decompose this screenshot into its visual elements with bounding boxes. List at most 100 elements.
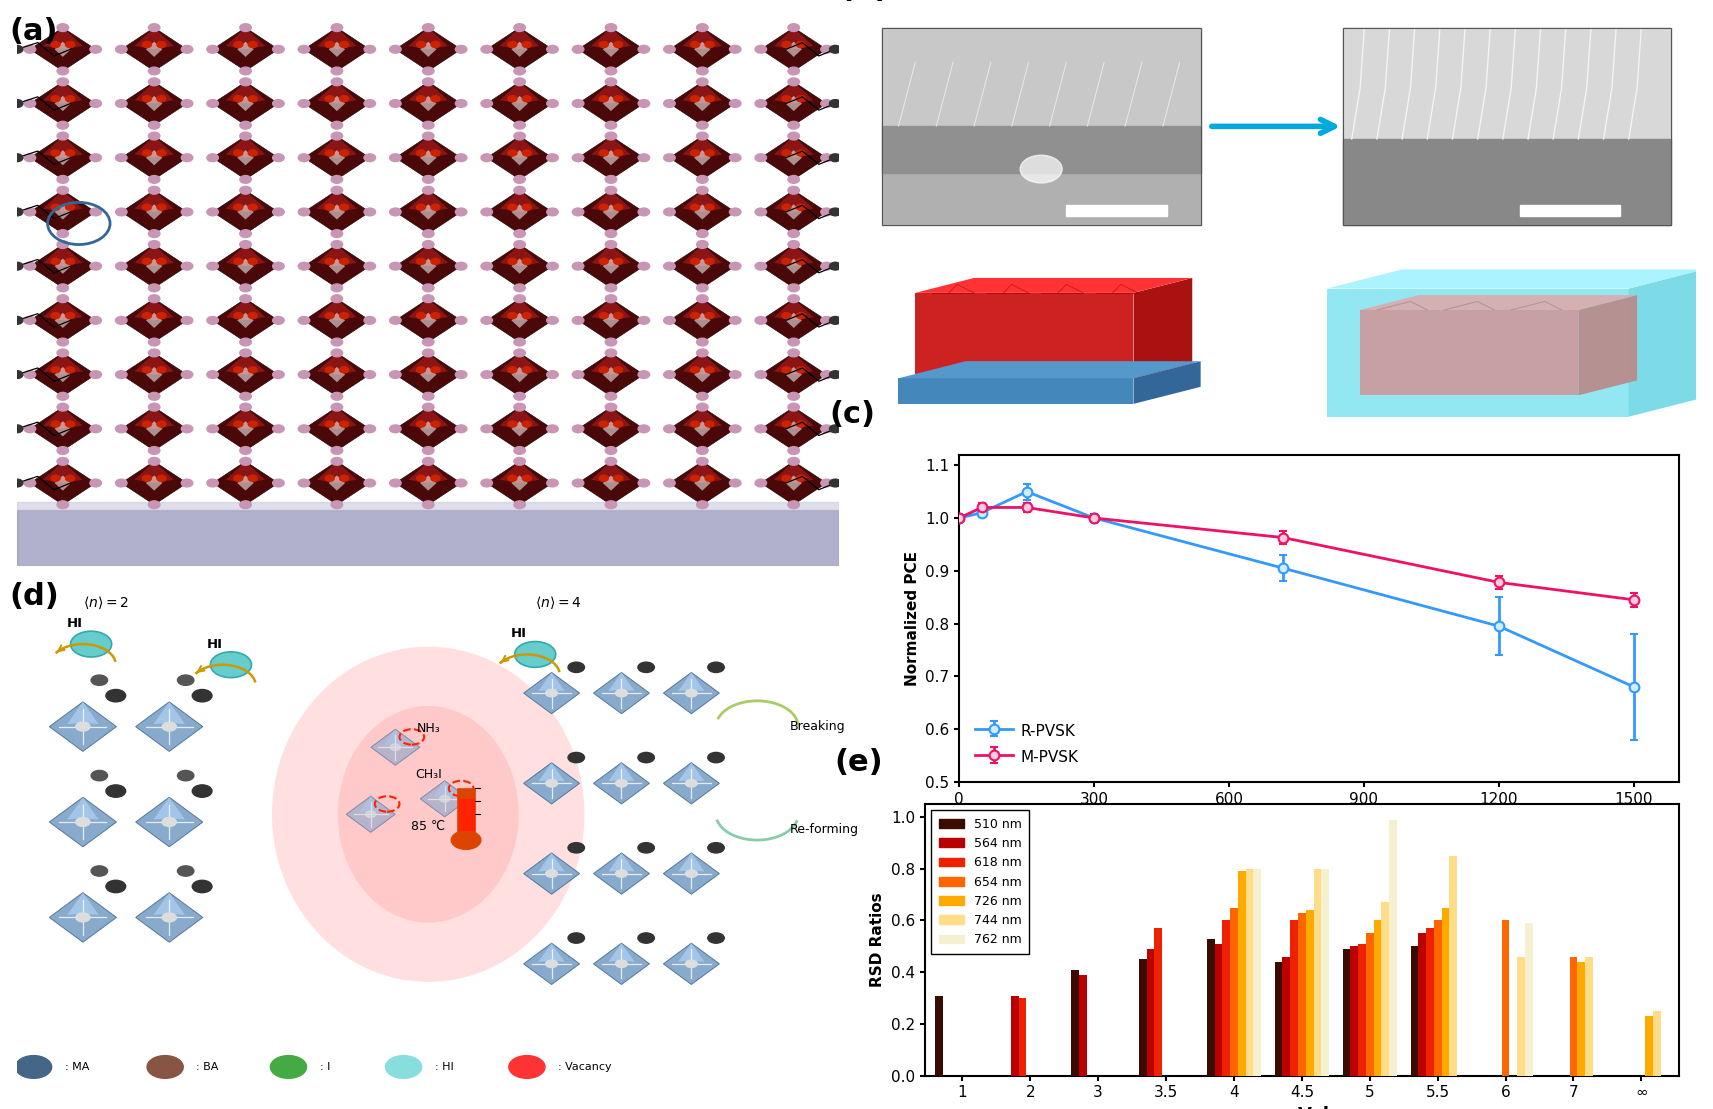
Circle shape	[240, 404, 252, 411]
Polygon shape	[122, 353, 187, 396]
Circle shape	[507, 95, 517, 102]
Circle shape	[106, 785, 125, 797]
Circle shape	[142, 150, 151, 156]
Circle shape	[339, 150, 349, 156]
Circle shape	[605, 501, 617, 509]
Circle shape	[605, 230, 617, 237]
Circle shape	[423, 78, 433, 85]
Circle shape	[788, 458, 800, 466]
Circle shape	[423, 230, 433, 237]
Polygon shape	[408, 244, 449, 266]
Circle shape	[416, 476, 425, 481]
Circle shape	[456, 154, 468, 162]
Circle shape	[423, 186, 433, 194]
Circle shape	[12, 370, 22, 378]
Circle shape	[389, 479, 401, 487]
Circle shape	[639, 425, 649, 433]
Circle shape	[546, 690, 557, 696]
Polygon shape	[50, 797, 116, 847]
Polygon shape	[29, 82, 96, 125]
Polygon shape	[694, 42, 711, 57]
Polygon shape	[678, 672, 704, 691]
Circle shape	[331, 121, 343, 129]
Polygon shape	[500, 136, 540, 157]
Circle shape	[207, 479, 218, 487]
Circle shape	[57, 132, 69, 140]
Circle shape	[272, 479, 284, 487]
Bar	[1442, 907, 1449, 1076]
Circle shape	[605, 295, 617, 303]
Polygon shape	[774, 191, 814, 212]
Polygon shape	[238, 204, 254, 220]
Polygon shape	[396, 82, 461, 125]
Circle shape	[522, 313, 531, 318]
Circle shape	[325, 476, 334, 481]
Circle shape	[522, 95, 531, 102]
Polygon shape	[678, 943, 704, 962]
Circle shape	[331, 132, 343, 140]
Polygon shape	[212, 136, 279, 180]
Polygon shape	[43, 353, 82, 375]
Polygon shape	[593, 672, 649, 714]
Bar	[17, 501, 839, 510]
Circle shape	[298, 154, 310, 162]
Polygon shape	[329, 476, 344, 490]
Polygon shape	[663, 853, 719, 894]
Circle shape	[365, 262, 375, 269]
Circle shape	[163, 817, 176, 826]
Circle shape	[829, 208, 841, 216]
Bar	[882, 126, 1201, 173]
Circle shape	[331, 447, 343, 455]
Circle shape	[432, 313, 440, 318]
Polygon shape	[55, 421, 70, 437]
Circle shape	[91, 370, 101, 378]
Polygon shape	[433, 781, 456, 797]
Circle shape	[690, 313, 699, 318]
Circle shape	[797, 204, 805, 211]
Circle shape	[57, 284, 69, 292]
Circle shape	[149, 67, 159, 75]
Circle shape	[572, 154, 584, 162]
Bar	[17, 510, 839, 566]
Circle shape	[325, 258, 334, 264]
Polygon shape	[786, 204, 802, 220]
Polygon shape	[670, 298, 735, 342]
Text: HI: HI	[207, 638, 223, 651]
Circle shape	[272, 316, 284, 324]
Circle shape	[730, 262, 742, 269]
Circle shape	[91, 479, 101, 487]
Polygon shape	[396, 353, 461, 396]
Circle shape	[600, 313, 608, 318]
Text: : Vacancy: : Vacancy	[558, 1062, 612, 1072]
Circle shape	[697, 23, 707, 31]
Circle shape	[331, 230, 343, 237]
Circle shape	[298, 479, 310, 487]
Circle shape	[423, 132, 433, 140]
Circle shape	[416, 41, 425, 48]
Polygon shape	[408, 353, 449, 375]
Circle shape	[821, 479, 833, 487]
Circle shape	[149, 501, 159, 509]
Circle shape	[829, 425, 841, 433]
Circle shape	[507, 258, 517, 264]
Circle shape	[432, 204, 440, 211]
Polygon shape	[524, 763, 579, 804]
Circle shape	[325, 95, 334, 102]
Circle shape	[514, 404, 526, 411]
Polygon shape	[29, 191, 96, 234]
Polygon shape	[29, 244, 96, 288]
Polygon shape	[512, 367, 528, 383]
Polygon shape	[1629, 269, 1704, 417]
Polygon shape	[512, 150, 528, 165]
Polygon shape	[786, 95, 802, 111]
Circle shape	[331, 284, 343, 292]
Polygon shape	[761, 191, 827, 234]
Polygon shape	[603, 313, 618, 328]
Circle shape	[572, 370, 584, 378]
Circle shape	[690, 421, 699, 427]
Polygon shape	[603, 258, 618, 274]
Polygon shape	[774, 82, 814, 103]
Circle shape	[522, 258, 531, 264]
Bar	[1290, 920, 1298, 1076]
Circle shape	[178, 866, 194, 876]
